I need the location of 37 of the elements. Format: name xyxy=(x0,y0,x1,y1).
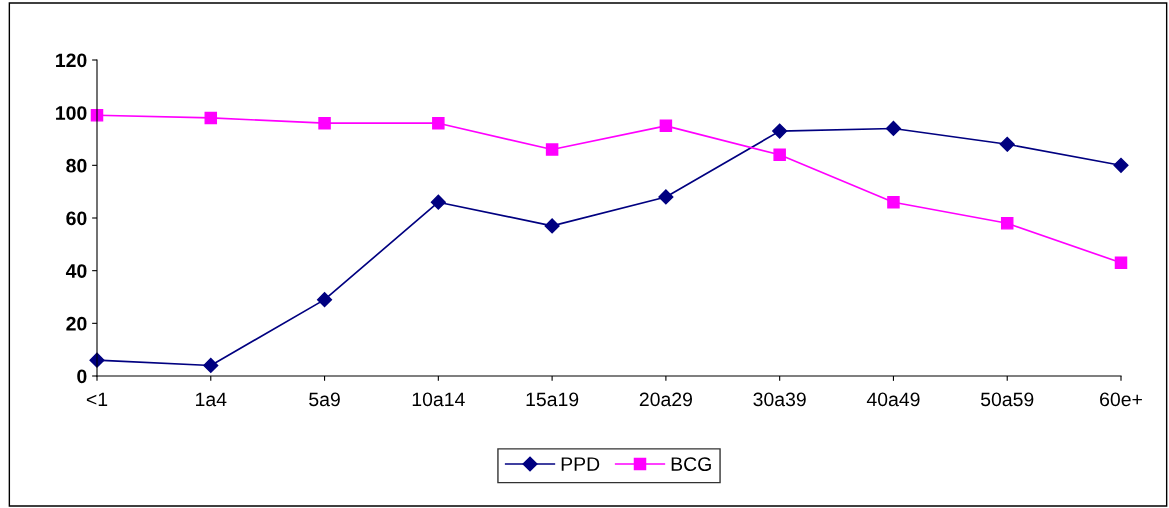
point xyxy=(658,189,674,205)
point xyxy=(204,111,218,125)
point xyxy=(999,136,1015,152)
y-tick-label: 60 xyxy=(66,211,87,226)
legend-label: BCG xyxy=(671,457,711,471)
point xyxy=(544,218,560,234)
x-tick-label: 50a59 xyxy=(980,392,1034,407)
x-tick-label: 1a4 xyxy=(196,392,227,407)
point xyxy=(1114,256,1128,270)
x-tick-label: 10a14 xyxy=(412,392,465,407)
point xyxy=(885,120,902,137)
x-tick-label: <1 xyxy=(86,392,108,407)
y-tick-label: 80 xyxy=(66,158,87,173)
x-tick-label: 60e+ xyxy=(1100,392,1142,407)
point xyxy=(432,116,445,130)
legend-label: PPD xyxy=(561,457,600,471)
point xyxy=(1113,157,1129,173)
point xyxy=(203,357,219,374)
point xyxy=(772,123,788,139)
y-tick-label: 0 xyxy=(77,369,87,384)
x-tick-label: 40a49 xyxy=(866,392,920,407)
point xyxy=(318,116,331,130)
point xyxy=(1000,217,1014,230)
x-tick-label: 5a9 xyxy=(309,392,340,407)
point xyxy=(430,194,446,210)
point xyxy=(316,292,333,308)
point xyxy=(887,195,900,209)
x-tick-label: 20a29 xyxy=(639,392,693,407)
x-tick-label: 15a19 xyxy=(526,392,579,407)
y-tick-label: 40 xyxy=(65,264,87,278)
x-tick-label: 30a39 xyxy=(753,392,806,407)
y-tick-label: 100 xyxy=(56,106,87,120)
point xyxy=(545,143,559,156)
point xyxy=(659,119,673,133)
point xyxy=(773,148,786,162)
y-tick-label: 20 xyxy=(66,316,87,331)
y-tick-label: 120 xyxy=(56,53,87,68)
